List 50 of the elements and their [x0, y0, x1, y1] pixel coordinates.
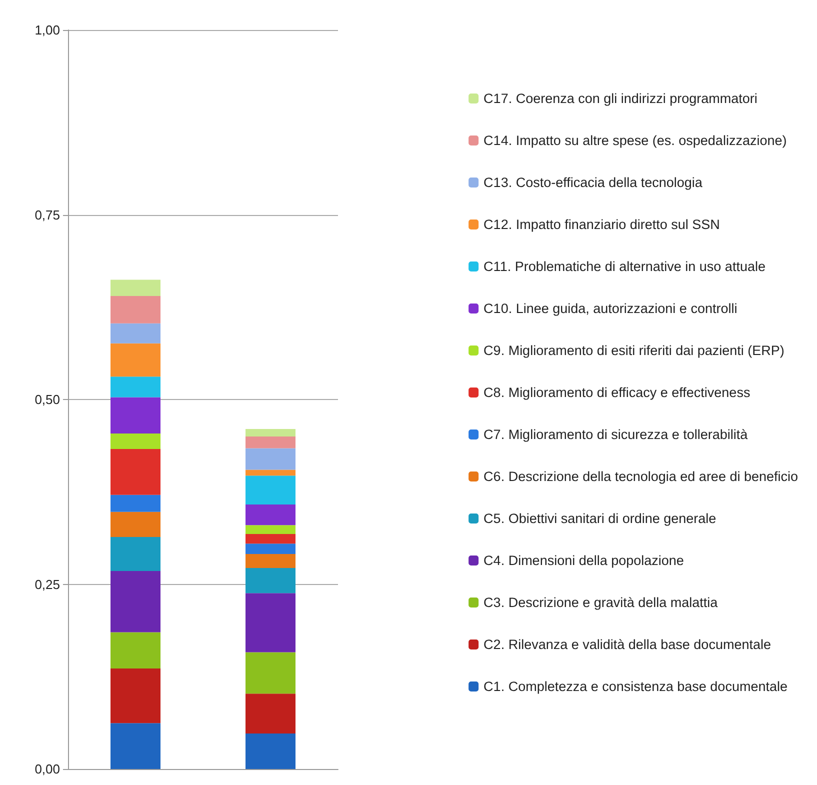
bar: [246, 734, 296, 769]
legend-label: C2. Rilevanza e validità della base documentale: [484, 637, 771, 652]
bar: [110, 376, 160, 398]
legend-label: C5. Obiettivi sanitari di ordine generale: [484, 511, 716, 526]
bar: [246, 544, 296, 554]
bar: [246, 476, 296, 504]
legend-label: C12. Impatto finanziario diretto sul SSN: [484, 217, 720, 232]
bar: [110, 512, 160, 537]
y-tick-label: 0,25: [34, 576, 60, 592]
bar: [110, 323, 160, 344]
bar: [110, 723, 160, 769]
bar: [110, 570, 160, 632]
bar: [246, 436, 296, 448]
bar: [246, 568, 296, 594]
bar: [246, 554, 296, 568]
bar: [110, 280, 160, 296]
bar: [246, 448, 296, 470]
legend-label: C14. Impatto su altre spese (es. ospedalizzazione): [484, 133, 787, 148]
y-tick-label: 0,75: [34, 207, 60, 222]
legend-label: C3. Descrizione e gravità della malattia: [484, 595, 718, 610]
legend-label: C13. Costo-efficacia della tecnologia: [484, 175, 703, 190]
bar: [246, 525, 296, 534]
bar: [110, 536, 160, 571]
bar: [246, 593, 296, 652]
y-tick-label: 1,00: [34, 22, 60, 38]
legend-label: C4. Dimensioni della popolazione: [484, 553, 684, 568]
bar: [246, 470, 296, 476]
bar: [246, 694, 296, 734]
y-tick-label: 0,50: [34, 392, 60, 407]
bar: [110, 433, 160, 450]
bar: [246, 652, 296, 694]
legend-label: C8. Miglioramento di efficacy e effectiveness: [484, 385, 750, 400]
bar: [110, 343, 160, 377]
bar: [110, 397, 160, 434]
legend-label: C9. Miglioramento di esiti riferiti dai pazienti (ERP): [484, 343, 784, 358]
bar: [110, 296, 160, 324]
legend-label: C6. Descrizione della tecnologia ed aree di beneficio: [484, 469, 798, 484]
bar: [110, 494, 160, 512]
bar: [110, 632, 160, 668]
legend-label: C11. Problematiche di alternative in uso attuale: [484, 259, 766, 274]
bar: [246, 504, 296, 526]
bar: [246, 429, 296, 436]
legend-label: C17. Coerenza con gli indirizzi programmatori: [484, 91, 758, 106]
bar: [110, 449, 160, 495]
legend-label: C1. Completezza e consistenza base documentale: [484, 679, 788, 694]
legend-label: C10. Linee guida, autorizzazioni e controlli: [484, 301, 738, 316]
bar: [246, 534, 296, 544]
legend-label: C7. Miglioramento di sicurezza e tollerabilità: [484, 427, 748, 442]
y-tick-label: 0,00: [34, 762, 60, 776]
bar: [110, 668, 160, 724]
